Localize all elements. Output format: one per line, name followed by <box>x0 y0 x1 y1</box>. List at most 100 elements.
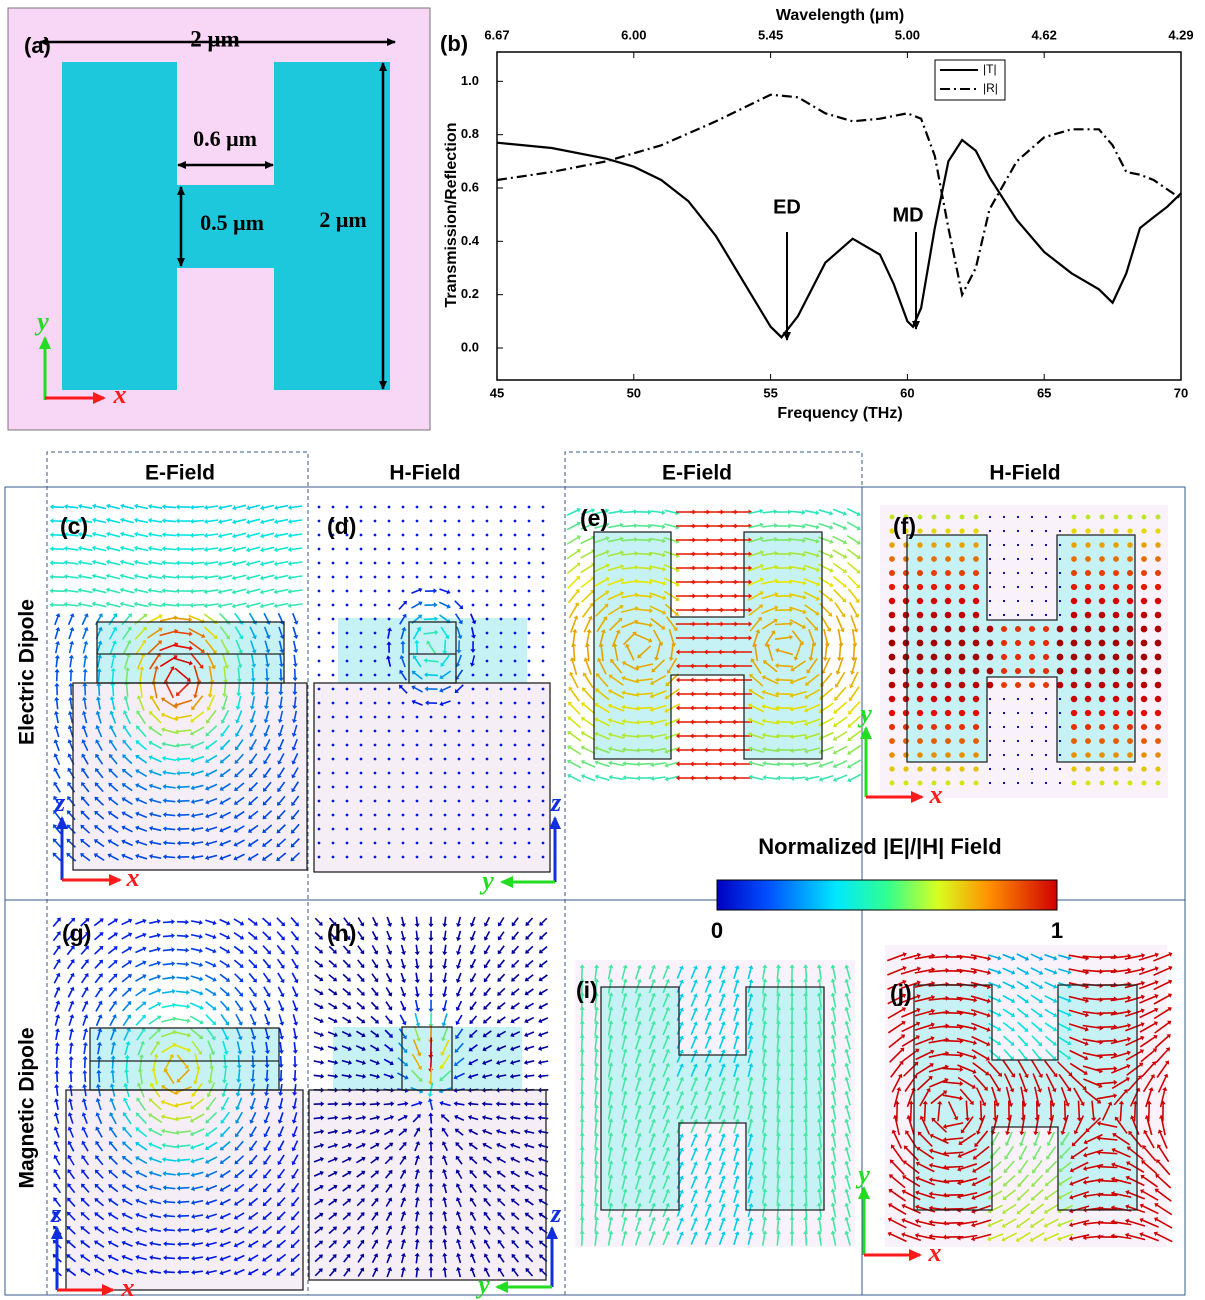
field-dot <box>917 584 923 590</box>
field-dot <box>486 660 489 663</box>
field-dot <box>500 506 503 509</box>
field-arrow <box>121 947 132 954</box>
field-arrow <box>249 1000 256 1011</box>
field-dot <box>458 856 461 859</box>
field-arrow <box>205 1001 217 1010</box>
field-dot <box>360 716 363 719</box>
field-dot <box>889 584 895 590</box>
field-arrow <box>67 973 74 984</box>
field-dot <box>528 702 531 705</box>
field-dot <box>1071 668 1078 675</box>
field-arrow <box>580 563 595 573</box>
field-dot <box>528 506 531 509</box>
field-arrow <box>415 973 420 984</box>
field-dot <box>1057 682 1064 689</box>
field-dot <box>1017 572 1019 574</box>
field-dot <box>889 570 895 576</box>
field-dot <box>318 520 321 523</box>
field-arrow <box>82 613 89 625</box>
field-dot <box>374 688 377 691</box>
field-dot <box>931 654 938 661</box>
field-dot <box>1085 724 1091 730</box>
field-dot <box>1059 754 1061 756</box>
field-arrow <box>260 561 275 567</box>
field-dot <box>931 766 936 771</box>
field-dot <box>486 772 489 775</box>
annotation: MD <box>892 204 923 226</box>
field-arrow <box>415 945 420 956</box>
field-dot <box>1059 600 1061 602</box>
field-arrow <box>232 602 247 608</box>
column-header: H-Field <box>389 462 460 485</box>
field-dot <box>374 520 377 523</box>
field-dot <box>1031 614 1033 616</box>
field-dot <box>1127 780 1132 785</box>
field-dot <box>416 842 419 845</box>
field-arrow <box>134 504 148 510</box>
field-dot <box>486 702 489 705</box>
field-dot <box>889 780 894 785</box>
field-arrow <box>135 974 146 982</box>
field-dot <box>1017 530 1019 532</box>
field-dot <box>514 828 517 831</box>
field-dot <box>1127 696 1133 702</box>
field-arrow <box>218 505 232 511</box>
field-arrow <box>314 960 323 967</box>
field-dot <box>931 668 938 675</box>
panel-label: (d) <box>327 513 356 539</box>
field-arrow <box>54 1098 59 1110</box>
field-dot <box>416 800 419 803</box>
field-dot <box>1099 584 1105 590</box>
field-arrow <box>315 946 324 954</box>
field-arrow <box>205 1014 216 1025</box>
field-arrow <box>569 687 580 702</box>
field-arrow <box>357 945 364 954</box>
field-arrow <box>53 839 62 849</box>
field-arrow <box>442 959 447 970</box>
field-arrow <box>136 1015 146 1026</box>
field-dot <box>402 772 405 775</box>
field-arrow <box>847 759 861 768</box>
field-dot <box>402 786 405 789</box>
field-dot <box>1003 586 1005 588</box>
field-dot <box>402 716 405 719</box>
field-arrow <box>343 946 351 955</box>
field-arrow <box>106 532 120 538</box>
field-dot <box>332 828 335 831</box>
field-arrow <box>64 560 79 565</box>
dimension-label: 2 μm <box>190 26 239 51</box>
field-dot <box>1141 570 1147 576</box>
field-dot <box>1003 544 1005 546</box>
field-arrow <box>343 974 351 982</box>
field-arrow <box>177 920 189 925</box>
field-dot <box>542 590 545 593</box>
field-dot <box>486 800 489 803</box>
field-dot <box>903 612 910 619</box>
field-dot <box>1141 710 1147 716</box>
field-dot <box>472 674 475 677</box>
field-dot <box>388 576 391 579</box>
field-arrow <box>484 917 490 927</box>
field-dot <box>889 752 895 758</box>
field-arrow <box>329 960 338 968</box>
field-dot <box>1045 782 1047 784</box>
field-arrow <box>234 987 243 997</box>
field-arrow <box>83 1042 88 1054</box>
series-line <box>497 95 1181 295</box>
field-dot <box>346 828 349 831</box>
field-dot <box>889 626 896 633</box>
field-dot <box>1085 598 1091 604</box>
field-dot <box>1099 570 1105 576</box>
field-arrow <box>175 602 190 607</box>
field-dot <box>1029 682 1035 688</box>
field-dot <box>1099 626 1106 633</box>
field-arrow <box>246 505 260 511</box>
field-dot <box>332 856 335 859</box>
field-arrow <box>292 972 299 983</box>
field-arrow <box>538 1031 548 1037</box>
field-dot <box>528 716 531 719</box>
field-arrow <box>385 1001 392 1010</box>
field-dot <box>388 618 391 621</box>
field-dot <box>959 766 964 771</box>
field-arrow <box>176 546 191 551</box>
